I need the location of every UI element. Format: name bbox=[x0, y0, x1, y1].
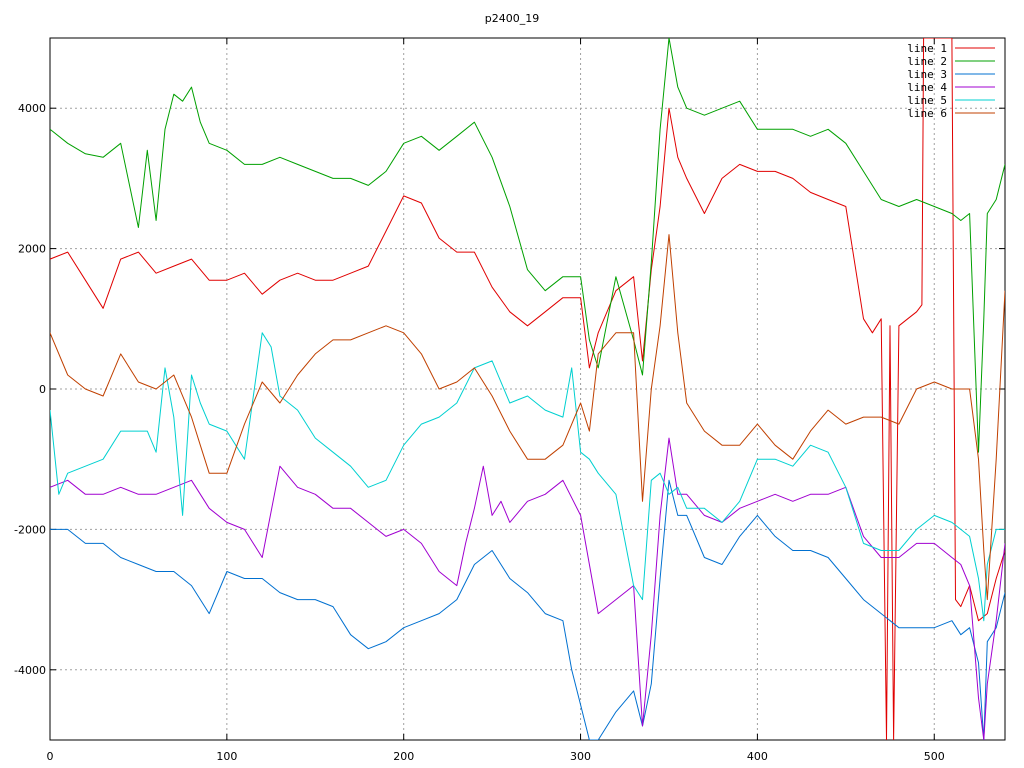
legend-label: line 6 bbox=[907, 107, 947, 120]
axes: 0 100 200 300 400 500 -4000 -2000 0 2000 4000 bbox=[14, 37, 1006, 763]
x-tick-label: 400 bbox=[747, 750, 768, 763]
legend-label: line 5 bbox=[907, 94, 947, 107]
x-tick-label: 300 bbox=[570, 750, 591, 763]
y-tick-label: -2000 bbox=[14, 523, 46, 536]
series-line-6 bbox=[50, 234, 1005, 601]
x-tick-label: 100 bbox=[216, 750, 237, 763]
legend-label: line 2 bbox=[907, 55, 947, 68]
legend-label: line 3 bbox=[907, 68, 947, 81]
series-line-5 bbox=[50, 332, 1005, 622]
plot-frame bbox=[49, 37, 1006, 741]
series-line-4 bbox=[50, 437, 1005, 740]
x-tick-label: 200 bbox=[393, 750, 414, 763]
series-group bbox=[50, 38, 1005, 740]
series-line-2 bbox=[50, 38, 1005, 453]
y-tick-label: 4000 bbox=[18, 102, 46, 115]
grid-lines bbox=[50, 38, 1005, 740]
legend-label: line 1 bbox=[907, 42, 947, 55]
x-tick-label: 500 bbox=[924, 750, 945, 763]
x-tick-label: 0 bbox=[47, 750, 54, 763]
y-tick-label: -4000 bbox=[14, 664, 46, 677]
series-line-1 bbox=[50, 38, 1005, 740]
series-line-3 bbox=[50, 479, 1005, 740]
chart-title: p2400_19 bbox=[485, 12, 539, 25]
y-tick-label: 0 bbox=[39, 383, 46, 396]
y-tick-label: 2000 bbox=[18, 243, 46, 256]
legend-label: line 4 bbox=[907, 81, 947, 94]
